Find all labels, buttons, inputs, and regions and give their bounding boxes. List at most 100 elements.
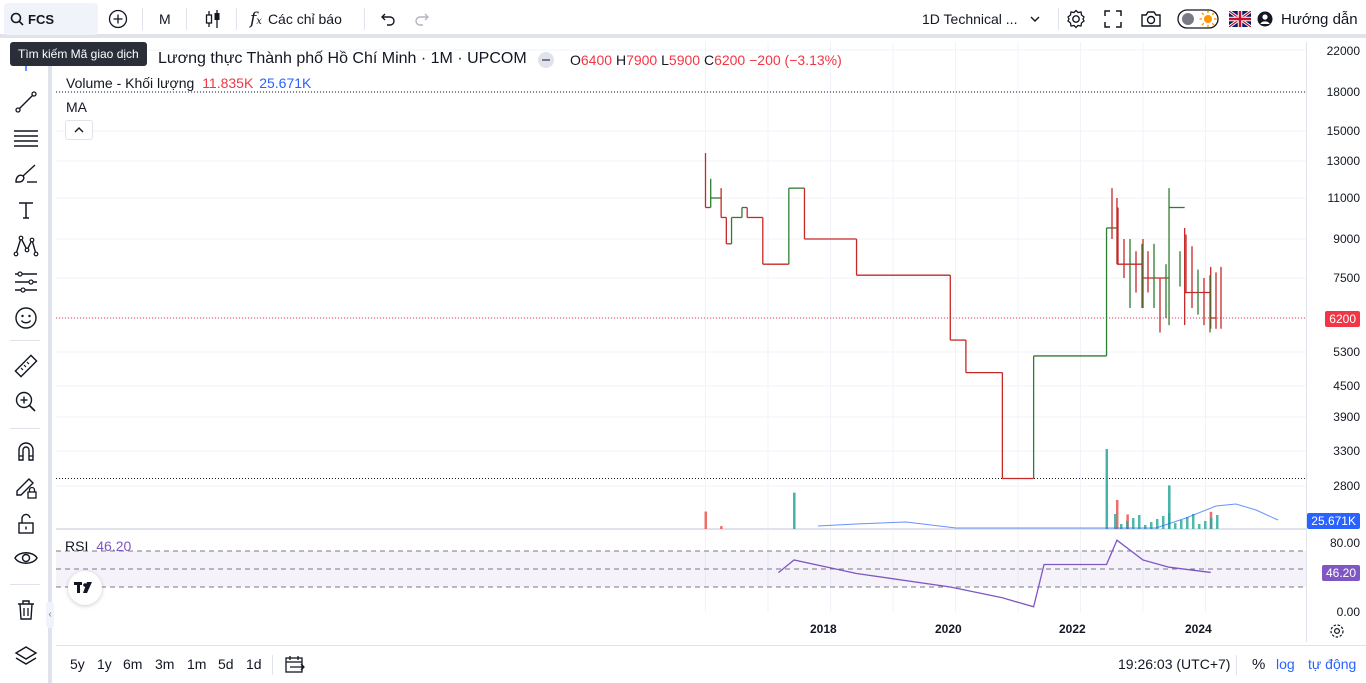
remove-drawings-button[interactable] [10,594,42,626]
volume-bar [1186,517,1189,529]
volume-bar [1156,519,1159,529]
indicators-button[interactable]: fx Các chỉ báo [250,0,342,38]
volume-bar [1192,514,1195,529]
open-value: 6400 [580,52,613,68]
redo-button[interactable] [414,0,432,38]
chart-type-button[interactable] [202,0,224,38]
trend-line-tool[interactable] [10,86,42,118]
horizontal-lines-tool[interactable] [10,122,42,154]
ruler-icon [14,354,38,378]
volume-ma-value: 25.671K [259,75,312,91]
rsi-tick: 0.00 [1336,605,1360,619]
rsi-value-badge: 46.20 [1321,565,1360,581]
pattern-icon [13,235,39,257]
collapse-legend-button[interactable] [65,120,93,140]
range-1y-button[interactable]: 1y [97,656,112,672]
volume-bar [1115,499,1119,529]
hide-objects-tool[interactable] [10,542,42,574]
volume-legend[interactable]: Volume - Khối lượng 11.835K 25.671K [66,75,311,91]
bottom-toolbar: 5y 1y 6m 3m 1m 5d 1d 19:26:03 (UTC+7) % … [56,645,1366,683]
rsi-line [778,539,1211,608]
range-1d-button[interactable]: 1d [246,656,262,672]
ma-legend[interactable]: MA [66,99,87,115]
help-label: Hướng dẫn [1281,10,1358,28]
theme-toggle[interactable] [1177,0,1219,38]
range-3m-button[interactable]: 3m [155,656,175,672]
chart-canvas[interactable] [56,42,1306,642]
low-value: 5900 [668,52,701,68]
language-button[interactable] [1229,0,1251,38]
screenshot-button[interactable] [1140,0,1162,38]
volume-label: Volume - Khối lượng [66,75,195,91]
go-to-date-button[interactable] [284,654,306,677]
range-6m-button[interactable]: 6m [123,656,143,672]
percent-scale-toggle[interactable]: % [1252,656,1266,673]
tradingview-logo[interactable] [68,571,102,605]
range-5d-button[interactable]: 5d [218,656,234,672]
symbol-search-button[interactable]: FCS [4,3,98,35]
volume-value: 11.835K [202,75,254,91]
chart-pane[interactable]: Lương thực Thành phố Hồ Chí Minh · 1M · … [56,42,1306,642]
series-title: Lương thực Thành phố Hồ Chí Minh · 1M · … [158,50,527,67]
prediction-tool[interactable] [10,266,42,298]
time-axis-label: 2024 [1185,622,1212,636]
interval-button[interactable]: M [159,11,171,27]
tv-logo-icon [74,582,92,593]
volume-bar [1114,514,1117,529]
undo-icon [381,13,395,26]
undo-button[interactable] [378,0,396,38]
volume-bar [1138,515,1141,529]
uk-flag-icon [1229,11,1251,27]
ruler-tool[interactable] [10,350,42,382]
compare-button[interactable] [108,0,128,38]
chevron-up-icon [74,127,84,133]
zoom-in-tool[interactable] [10,386,42,418]
camera-icon [1141,11,1161,27]
time-axis-label: 2020 [935,622,962,636]
rsi-legend[interactable]: RSI 46.20 [65,538,131,554]
pencil-lock-icon [16,478,37,499]
unlock-icon [18,513,34,534]
symbol-label: FCS [28,11,54,27]
volume-bar [1180,520,1183,529]
help-button[interactable]: Hướng dẫn [1257,0,1358,38]
function-icon: fx [250,9,262,29]
price-tick: 13000 [1326,154,1360,168]
lock-drawing-tool[interactable] [10,472,42,504]
rsi-label: RSI [65,538,89,554]
settings-button[interactable] [1065,0,1087,38]
clock-timezone[interactable]: 19:26:03 (UTC+7) [1118,656,1231,672]
volume-bar [1174,523,1177,529]
price-tick: 9000 [1333,232,1360,246]
auto-scale-toggle[interactable]: tự động [1308,656,1357,672]
parallel-lines-icon [14,130,38,147]
time-axis-label: 2022 [1059,622,1086,636]
range-5y-button[interactable]: 5y [70,656,85,672]
fullscreen-icon [1104,10,1122,28]
brush-tool[interactable] [10,158,42,190]
layers-icon [14,646,38,665]
lock-all-tool[interactable] [10,508,42,540]
log-scale-toggle[interactable]: log [1276,656,1295,672]
volume-bar [1120,524,1123,529]
volume-bar [1216,515,1219,529]
volume-bar [1210,518,1213,529]
volume-bar [1132,518,1135,529]
low-label: L [661,52,669,68]
price-scale[interactable]: 22000 18000 15000 13000 11000 9000 7500 … [1306,42,1366,642]
layout-dropdown[interactable]: 1D Technical ... [922,0,1041,38]
market-status-icon[interactable] [538,52,554,68]
scale-settings-button[interactable] [1329,623,1345,644]
emoji-tool[interactable] [10,302,42,334]
volume-bar [704,511,707,529]
pattern-tool[interactable] [10,230,42,262]
magnet-tool[interactable] [10,436,42,468]
volume-bar [1126,521,1129,529]
range-1m-button[interactable]: 1m [187,656,207,672]
object-tree-button[interactable] [10,640,42,672]
fullscreen-button[interactable] [1103,0,1123,38]
text-tool[interactable] [10,194,42,226]
close-label: C [703,52,715,68]
time-axis-label: 2018 [810,622,837,636]
collapse-toolbar-handle[interactable]: ‹ [46,602,54,628]
